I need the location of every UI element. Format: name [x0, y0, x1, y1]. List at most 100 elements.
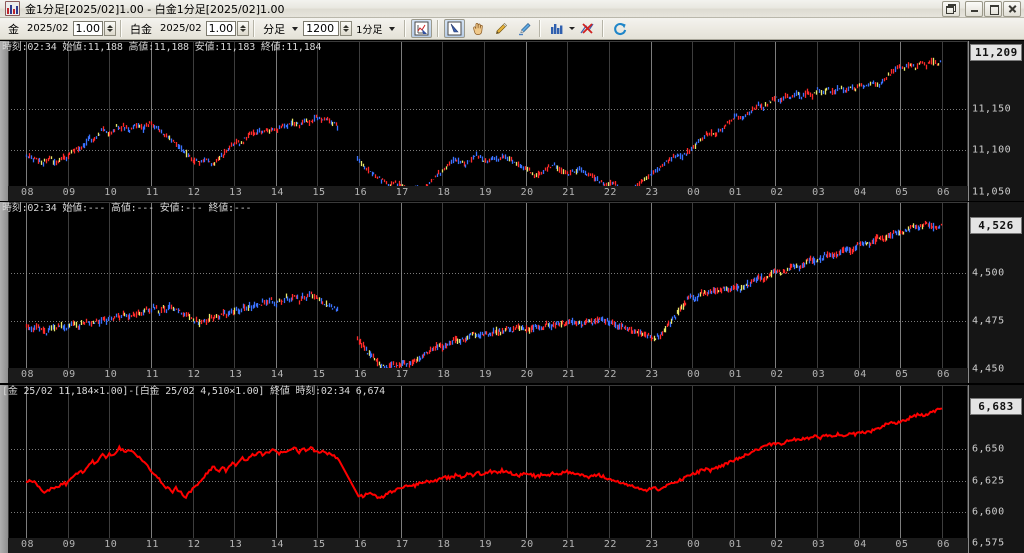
time-tick-label: 14: [270, 187, 284, 198]
time-tick-label: 11: [145, 539, 159, 550]
panel-left-gutter: [0, 385, 8, 553]
time-tick-label: 06: [937, 187, 951, 198]
platinum-info-bar: 時刻:02:34 始値:--- 高値:--- 安値:--- 終値:---: [2, 203, 252, 214]
time-tick-label: 04: [853, 369, 867, 380]
platinum-plot-area[interactable]: [8, 202, 968, 383]
delete-lines-icon[interactable]: [576, 19, 597, 38]
maximize-icon: [989, 4, 999, 15]
refresh-icon[interactable]: [609, 19, 630, 38]
interval-select[interactable]: 1分足: [356, 25, 383, 36]
time-tick-label: 03: [812, 369, 826, 380]
close-window-button[interactable]: [1003, 0, 1021, 17]
time-tick-label: 15: [312, 187, 326, 198]
plot-spread-canvas: [8, 385, 968, 553]
gold-plot-area[interactable]: [8, 41, 968, 201]
plot-gold-canvas: [8, 41, 968, 201]
time-tick-label: 01: [728, 369, 742, 380]
time-tick-label: 20: [520, 539, 534, 550]
time-tick-label: 05: [895, 539, 909, 550]
time-tick-label: 23: [645, 539, 659, 550]
pencil-draw-icon[interactable]: [490, 19, 511, 38]
minimize-icon: [970, 4, 979, 13]
window-controls: [942, 0, 1021, 17]
crosshair-cursor-icon[interactable]: [411, 19, 433, 38]
window-title: 金1分足[2025/02]1.00 - 白金1分足[2025/02]1.00: [25, 2, 285, 16]
time-tick-label: 10: [104, 187, 118, 198]
time-tick-label: 15: [312, 369, 326, 380]
toolbar-separator: [539, 20, 542, 37]
symbol1-qty-input[interactable]: 1.00: [72, 21, 104, 36]
time-tick-label: 17: [395, 187, 409, 198]
symbol1-contract: 2025/02: [27, 23, 69, 34]
time-tick-label: 15: [312, 539, 326, 550]
time-tick-label: 04: [853, 187, 867, 198]
price-tick-label: 11,100: [972, 144, 1012, 156]
time-tick-label: 00: [687, 369, 701, 380]
time-tick-label: 01: [728, 187, 742, 198]
minimize-window-button[interactable]: [965, 0, 983, 17]
time-tick-label: 21: [562, 187, 576, 198]
time-tick-label: 12: [187, 187, 201, 198]
pointer-select-icon[interactable]: [444, 19, 466, 38]
gold-current-price: 11,209: [970, 44, 1022, 61]
spread-current-price: 6,683: [970, 398, 1022, 415]
toolbar-separator: [437, 20, 440, 37]
time-tick-label: 02: [770, 369, 784, 380]
chart-panel-gold[interactable]: 時刻:02:34 始値:11,188 高値:11,188 安値:11,183 終…: [0, 41, 1024, 201]
time-tick-label: 19: [479, 369, 493, 380]
symbol2-qty-input[interactable]: 1.00: [205, 21, 237, 36]
time-tick-label: 12: [187, 369, 201, 380]
symbol1-qty-stepper[interactable]: [104, 21, 117, 36]
plot-plat-canvas: [8, 202, 968, 383]
spread-info-bar: [金 25/02 11,184×1.00]-[白金 25/02 4,510×1.…: [2, 386, 385, 397]
time-tick-label: 05: [895, 187, 909, 198]
price-tick-label: 6,625: [972, 475, 1005, 487]
time-tick-label: 14: [270, 369, 284, 380]
chevron-down-icon[interactable]: [569, 27, 576, 30]
time-tick-label: 00: [687, 539, 701, 550]
restore-icon: [945, 4, 956, 14]
restore-window-button[interactable]: [942, 0, 960, 17]
chevron-down-icon[interactable]: [389, 26, 396, 31]
close-icon: [1008, 4, 1017, 13]
chart-toolbar: 金 2025/02 1.00 白金 2025/02 1.00 分足 1200 1…: [0, 18, 1024, 40]
spread-time-axis: 08 09 10 11 12 13 14 15 16 17 18 19 20 21 22 23 00 01 02 03…: [8, 538, 968, 553]
chevron-down-icon[interactable]: [292, 26, 299, 31]
highlighter-icon[interactable]: [513, 19, 534, 38]
time-tick-label: 23: [645, 369, 659, 380]
time-tick-label: 04: [853, 539, 867, 550]
toolbar-separator: [120, 20, 123, 37]
time-tick-label: 17: [395, 539, 409, 550]
time-tick-label: 16: [354, 187, 368, 198]
platinum-price-axis[interactable]: 4,526 4,500 4,475 4,450: [968, 202, 1024, 383]
spread-price-axis[interactable]: 6,683 6,650 6,625 6,600 6,575: [968, 385, 1024, 553]
symbol2-qty-stepper[interactable]: [237, 21, 250, 36]
spread-plot-area[interactable]: [8, 385, 968, 553]
chart-panel-platinum[interactable]: 時刻:02:34 始値:--- 高値:--- 安値:--- 終値:--- 4,5…: [0, 202, 1024, 383]
gold-price-axis[interactable]: 11,209 11,150 11,100 11,050: [968, 41, 1024, 201]
time-tick-label: 13: [229, 369, 243, 380]
period-type-select[interactable]: 分足: [263, 22, 286, 36]
bar-count-stepper[interactable]: [340, 21, 353, 36]
toolbar-separator: [602, 20, 605, 37]
maximize-window-button[interactable]: [984, 0, 1002, 17]
time-tick-label: 02: [770, 539, 784, 550]
time-tick-label: 06: [937, 539, 951, 550]
bar-count-input[interactable]: 1200: [303, 21, 340, 36]
bar-chart-icon: [5, 1, 20, 16]
toolbar-separator: [253, 20, 256, 37]
spread-line-series: [25, 407, 943, 500]
time-tick-label: 10: [104, 369, 118, 380]
time-tick-label: 05: [895, 369, 909, 380]
time-tick-label: 16: [354, 369, 368, 380]
time-tick-label: 11: [145, 369, 159, 380]
chart-panel-spread[interactable]: [金 25/02 11,184×1.00]-[白金 25/02 4,510×1.…: [0, 385, 1024, 553]
bar-chart-icon[interactable]: [546, 19, 567, 38]
panel-left-gutter: [0, 41, 8, 201]
time-tick-label: 19: [479, 187, 493, 198]
time-tick-label: 08: [21, 539, 35, 550]
hand-pan-icon[interactable]: [467, 19, 488, 38]
time-tick-label: 21: [562, 539, 576, 550]
time-tick-label: 20: [520, 187, 534, 198]
